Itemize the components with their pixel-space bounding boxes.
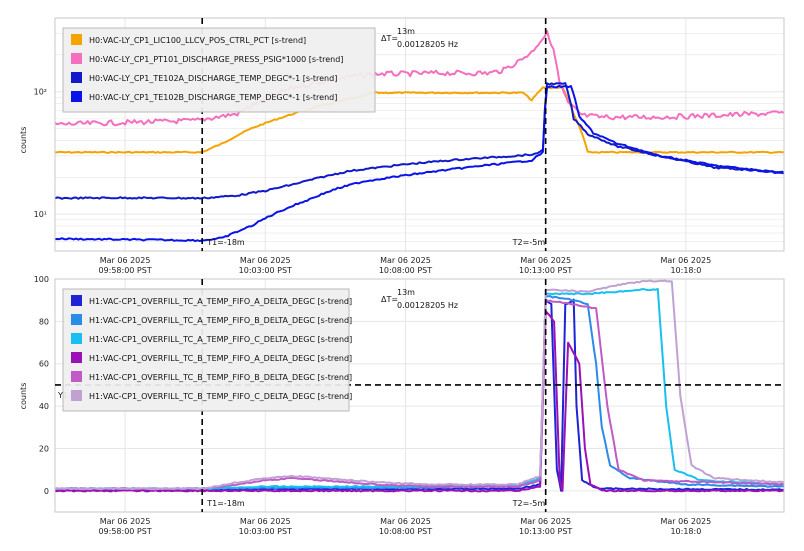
bottom-legend-swatch	[71, 390, 82, 401]
bottom-legend-label[interactable]: H1:VAC-CP1_OVERFILL_TC_A_TEMP_FIFO_C_DEL…	[89, 335, 352, 344]
top-x-tick-label: 10:03:00 PST	[239, 266, 292, 275]
top-legend-swatch	[71, 72, 82, 83]
bottom-y-tick-label: 100	[34, 275, 49, 284]
bottom-x-tick-label: Mar 06 2025	[380, 517, 431, 526]
top-x-tick-label: Mar 06 2025	[661, 256, 712, 265]
bottom-x-tick-label: Mar 06 2025	[520, 517, 571, 526]
bottom-x-tick-label: 10:08:00 PST	[379, 527, 432, 536]
top-legend-label[interactable]: H0:VAC-LY_CP1_TE102B_DISCHARGE_TEMP_DEGC…	[89, 93, 337, 102]
top-y-tick-label: 10²	[34, 88, 47, 97]
top-legend-label[interactable]: H0:VAC-LY_CP1_LIC100_LLCV_POS_CTRL_PCT […	[89, 36, 306, 45]
top-x-tick-label: Mar 06 2025	[520, 256, 571, 265]
bottom-y-axis-label: counts	[19, 383, 28, 410]
top-x-tick-label: 09:58:00 PST	[98, 266, 151, 275]
top-legend-box	[62, 27, 376, 113]
top-delta-time: 13m	[397, 27, 415, 36]
bottom-delta-label: ΔT=	[381, 295, 398, 304]
top-legend-swatch	[71, 53, 82, 64]
bottom-series-line-4	[54, 310, 784, 493]
bottom-x-tick-label: 10:13:00 PST	[519, 527, 572, 536]
top-y-tick-label: 10¹	[34, 210, 47, 219]
top-cursor-label-1: T1=-18m	[206, 238, 245, 247]
bottom-x-tick-label: Mar 06 2025	[661, 517, 712, 526]
top-legend[interactable]: H0:VAC-LY_CP1_LIC100_LLCV_POS_CTRL_PCT […	[62, 27, 376, 113]
bottom-y-tick-label: 0	[44, 487, 49, 496]
bottom-legend-label[interactable]: H1:VAC-CP1_OVERFILL_TC_B_TEMP_FIFO_B_DEL…	[89, 373, 352, 382]
bottom-x-tick-label: Mar 06 2025	[100, 517, 151, 526]
top-legend-swatch	[71, 91, 82, 102]
top-x-tick-label: Mar 06 2025	[240, 256, 291, 265]
top-x-tick-label: 10:08:00 PST	[379, 266, 432, 275]
top-cursor-label-2: T2=-5m	[512, 238, 546, 247]
bottom-legend-swatch	[71, 371, 82, 382]
bottom-delta-freq: 0.00128205 Hz	[397, 301, 458, 310]
top-x-tick-label: 10:18:0	[670, 266, 701, 275]
bottom-x-tick-label: Mar 06 2025	[240, 517, 291, 526]
top-legend-label[interactable]: H0:VAC-LY_CP1_TE102A_DISCHARGE_TEMP_DEGC…	[89, 74, 337, 83]
top-delta-freq: 0.00128205 Hz	[397, 40, 458, 49]
top-x-tick-label: 10:13:00 PST	[519, 266, 572, 275]
bottom-legend[interactable]: H1:VAC-CP1_OVERFILL_TC_A_TEMP_FIFO_A_DEL…	[62, 288, 352, 412]
bottom-legend-swatch	[71, 352, 82, 363]
bottom-legend-label[interactable]: H1:VAC-CP1_OVERFILL_TC_B_TEMP_FIFO_A_DEL…	[89, 354, 352, 363]
bottom-y-tick-label: 20	[39, 444, 49, 453]
top-legend-label[interactable]: H0:VAC-LY_CP1_PT101_DISCHARGE_PRESS_PSIG…	[89, 55, 343, 64]
bottom-cursor-label-1: T1=-18m	[206, 499, 245, 508]
bottom-x-tick-label: 10:18:0	[670, 527, 701, 536]
bottom-y-tick-label: 80	[39, 317, 49, 326]
bottom-legend-swatch	[71, 314, 82, 325]
top-series-line-4	[54, 84, 785, 243]
bottom-delta-time: 13m	[397, 288, 415, 297]
bottom-y-tick-label: 60	[39, 360, 49, 369]
bottom-series-line-6	[54, 279, 785, 491]
top-x-tick-label: Mar 06 2025	[380, 256, 431, 265]
top-x-tick-label: Mar 06 2025	[100, 256, 151, 265]
top-legend-swatch	[71, 34, 82, 45]
bottom-legend-label[interactable]: H1:VAC-CP1_OVERFILL_TC_A_TEMP_FIFO_B_DEL…	[89, 316, 352, 325]
bottom-legend-label[interactable]: H1:VAC-CP1_OVERFILL_TC_B_TEMP_FIFO_C_DEL…	[89, 392, 352, 401]
bottom-y-tick-label: 40	[39, 402, 49, 411]
bottom-cursor-label-2: T2=-5m	[512, 499, 546, 508]
bottom-x-tick-label: 10:03:00 PST	[239, 527, 292, 536]
top-delta-label: ΔT=	[381, 34, 398, 43]
bottom-legend-label[interactable]: H1:VAC-CP1_OVERFILL_TC_A_TEMP_FIFO_A_DEL…	[89, 297, 352, 306]
top-series-line-1	[54, 86, 784, 154]
bottom-legend-box	[62, 288, 350, 412]
bottom-legend-swatch	[71, 333, 82, 344]
top-series-line-2	[54, 30, 785, 127]
bottom-legend-swatch	[71, 295, 82, 306]
bottom-x-tick-label: 09:58:00 PST	[98, 527, 151, 536]
top-y-axis-label: counts	[19, 127, 28, 154]
